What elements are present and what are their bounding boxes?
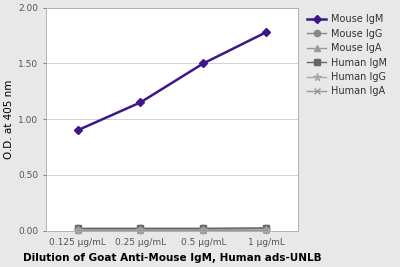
Mouse IgA — [264, 227, 269, 231]
Legend: Mouse IgM, Mouse IgG, Mouse IgA, Human IgM, Human IgG, Human IgA: Mouse IgM, Mouse IgG, Mouse IgA, Human I… — [305, 13, 389, 98]
Line: Mouse IgG: Mouse IgG — [74, 225, 269, 231]
Line: Human IgA: Human IgA — [74, 226, 269, 233]
Mouse IgA — [201, 228, 206, 231]
Human IgA — [264, 228, 269, 231]
Mouse IgM — [264, 31, 269, 34]
Mouse IgM — [75, 129, 80, 132]
Mouse IgG — [264, 227, 269, 230]
Mouse IgG — [201, 227, 206, 230]
Human IgG — [264, 228, 269, 231]
Human IgM — [201, 227, 206, 230]
Line: Mouse IgM: Mouse IgM — [74, 29, 269, 134]
Human IgG — [138, 228, 143, 231]
Human IgM — [138, 227, 143, 230]
Human IgG — [75, 228, 80, 231]
Mouse IgM — [201, 62, 206, 65]
Y-axis label: O.D. at 405 nm: O.D. at 405 nm — [4, 80, 14, 159]
Human IgA — [138, 228, 143, 231]
Human IgM — [264, 226, 269, 229]
Mouse IgG — [75, 227, 80, 230]
Human IgA — [75, 228, 80, 231]
Human IgM — [75, 227, 80, 230]
Line: Human IgG: Human IgG — [74, 226, 270, 233]
X-axis label: Dilution of Goat Anti-Mouse IgM, Human ads-UNLB: Dilution of Goat Anti-Mouse IgM, Human a… — [22, 253, 321, 263]
Mouse IgA — [138, 228, 143, 231]
Mouse IgM — [138, 101, 143, 104]
Mouse IgG — [138, 227, 143, 230]
Human IgA — [201, 228, 206, 231]
Line: Mouse IgA: Mouse IgA — [74, 226, 269, 233]
Line: Human IgM: Human IgM — [74, 225, 269, 231]
Mouse IgA — [75, 228, 80, 231]
Human IgG — [201, 228, 206, 231]
